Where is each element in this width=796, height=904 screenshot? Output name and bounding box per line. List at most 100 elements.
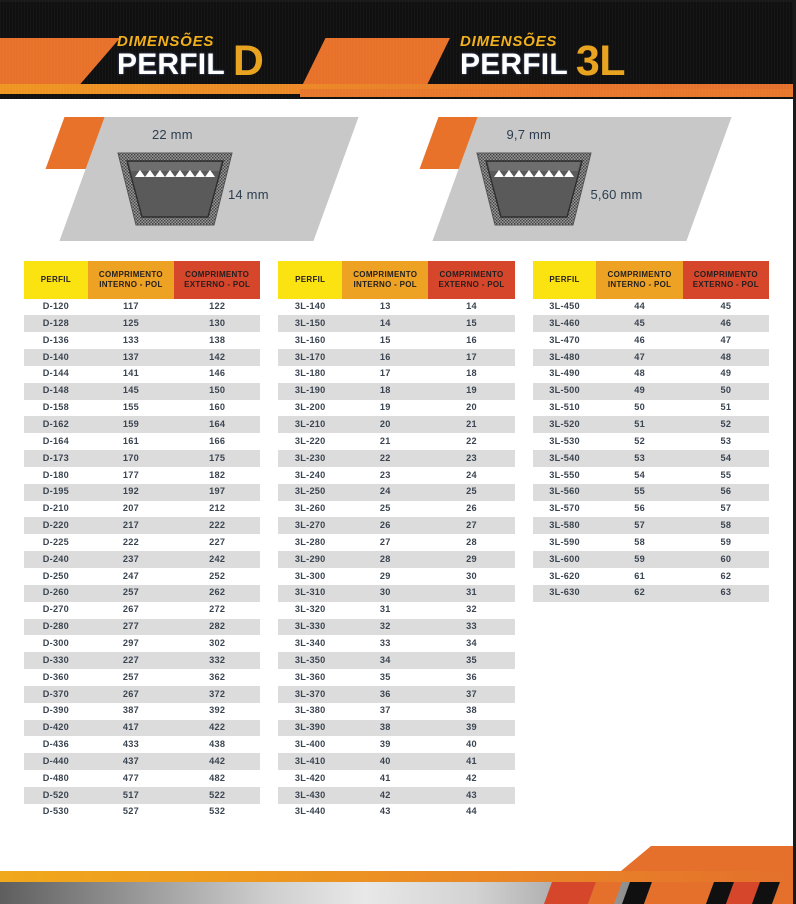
cell-comprimento-externo: 227 <box>209 536 226 547</box>
cell-comprimento-externo: 282 <box>209 621 226 632</box>
cell-comprimento-externo: 332 <box>209 654 226 665</box>
cell-comprimento-interno: 222 <box>122 536 139 547</box>
cell-comprimento-interno: 36 <box>379 688 391 699</box>
cell-comprimento-externo: 422 <box>209 722 226 733</box>
cell-comprimento-externo: 212 <box>209 503 226 514</box>
cell-comprimento-interno: 527 <box>122 806 139 817</box>
cell-comprimento-interno: 433 <box>122 739 139 750</box>
table-row: D-195 192 197 <box>24 483 261 501</box>
col-header-perfil-text: PERFIL <box>549 274 580 284</box>
cell-comprimento-interno: 45 <box>634 317 645 328</box>
table-row: 3L-250 24 25 <box>278 483 515 501</box>
cell-comprimento-externo: 130 <box>209 317 226 328</box>
table-row: 3L-300 29 30 <box>278 568 515 585</box>
cell-perfil: 3L-140 <box>294 301 326 312</box>
cell-perfil: 3L-560 <box>549 486 580 497</box>
table-row: 3L-230 22 23 <box>278 450 515 467</box>
table-d-head: PERFIL COMPRIMENTO INTERNO - POL COMPRIM… <box>24 261 261 299</box>
table-row: 3L-160 15 16 <box>278 332 515 350</box>
cell-comprimento-externo: 19 <box>466 385 477 396</box>
table-d: PERFIL COMPRIMENTO INTERNO - POL COMPRIM… <box>24 261 261 821</box>
table-row: 3L-630 62 63 <box>532 584 769 602</box>
col-header-externo-line2: EXTERNO - POL <box>438 279 505 289</box>
col-header-externo-line2: EXTERNO - POL <box>184 279 251 289</box>
cell-comprimento-externo: 63 <box>720 587 732 598</box>
cell-comprimento-interno: 46 <box>634 334 645 345</box>
table-row: D-128 125 130 <box>24 315 261 333</box>
col-header-externo: COMPRIMENTO EXTERNO - POL <box>428 261 515 299</box>
cell-comprimento-externo: 24 <box>466 469 477 480</box>
col-header-externo-line1: COMPRIMENTO <box>693 270 758 279</box>
cell-perfil: D-520 <box>42 789 70 800</box>
cell-comprimento-externo: 55 <box>720 469 732 480</box>
cell-comprimento-interno: 44 <box>634 301 645 312</box>
table-row: D-164 161 166 <box>24 433 261 451</box>
table-column-3l-b: PERFIL COMPRIMENTO INTERNO - POL COMPRIM… <box>532 261 769 602</box>
cell-perfil: 3L-470 <box>549 334 580 345</box>
page-footer <box>0 846 793 904</box>
col-header-interno-line1: COMPRIMENTO <box>353 270 418 279</box>
cell-comprimento-externo: 49 <box>720 368 732 379</box>
cell-comprimento-externo: 32 <box>466 604 477 615</box>
table-row: D-140 137 142 <box>24 349 261 366</box>
table-row: 3L-190 18 19 <box>278 382 515 400</box>
cell-comprimento-interno: 34 <box>379 654 391 665</box>
cell-comprimento-externo: 242 <box>209 553 226 564</box>
cell-comprimento-interno: 52 <box>634 435 645 446</box>
page-header: DIMENSÕES PERFIL D DIMENSÕES PERFIL 3L <box>0 2 793 99</box>
cell-comprimento-externo: 45 <box>720 301 732 312</box>
table-row: 3L-490 48 49 <box>532 365 769 383</box>
table-row: D-240 237 242 <box>24 551 261 568</box>
cell-perfil: 3L-220 <box>294 435 326 446</box>
table-row: D-120 117 122 <box>24 298 261 316</box>
col-header-perfil: PERFIL <box>24 261 88 299</box>
cell-perfil: D-180 <box>42 469 70 480</box>
cell-comprimento-interno: 19 <box>379 402 391 413</box>
cell-comprimento-externo: 14 <box>466 301 477 312</box>
cell-comprimento-externo: 29 <box>466 553 477 564</box>
cell-comprimento-externo: 146 <box>209 368 226 379</box>
cell-perfil: 3L-200 <box>294 402 326 413</box>
table-row: 3L-440 43 44 <box>278 803 515 821</box>
cell-perfil: D-440 <box>42 755 70 766</box>
cell-comprimento-externo: 50 <box>720 385 732 396</box>
cell-comprimento-externo: 26 <box>466 503 477 514</box>
table-row: D-162 159 164 <box>24 416 261 434</box>
table-row: 3L-330 32 33 <box>278 618 515 636</box>
cell-perfil: 3L-420 <box>294 772 326 783</box>
cell-comprimento-interno: 125 <box>122 317 139 328</box>
cell-comprimento-externo: 166 <box>209 435 226 446</box>
cell-perfil: D-120 <box>42 301 70 312</box>
cell-comprimento-interno: 277 <box>122 621 139 632</box>
cell-perfil: D-162 <box>42 419 70 429</box>
cell-comprimento-interno: 161 <box>122 435 139 446</box>
cell-comprimento-externo: 16 <box>466 334 477 345</box>
table-row: 3L-260 25 26 <box>278 500 515 518</box>
cell-comprimento-interno: 217 <box>122 520 139 531</box>
table-row: 3L-280 27 28 <box>278 534 515 552</box>
cell-perfil: 3L-440 <box>294 806 326 817</box>
cell-perfil: 3L-520 <box>549 419 580 429</box>
belt-diagram-3l: 9,7 mm 5,60 mm <box>397 99 794 247</box>
col-header-interno-line2: INTERNO - POL <box>353 279 417 289</box>
cell-comprimento-interno: 257 <box>122 587 139 598</box>
table-row: 3L-140 13 14 <box>278 298 515 316</box>
cell-comprimento-interno: 31 <box>379 604 391 615</box>
cell-comprimento-interno: 417 <box>122 722 139 733</box>
cell-comprimento-externo: 30 <box>466 570 477 581</box>
table-row: 3L-420 41 42 <box>278 770 515 787</box>
cell-perfil: 3L-230 <box>294 452 326 463</box>
cell-perfil: 3L-320 <box>294 604 326 615</box>
cell-comprimento-externo: 53 <box>720 435 732 446</box>
table-row: 3L-530 52 53 <box>532 433 769 451</box>
cell-comprimento-interno: 33 <box>379 637 391 648</box>
table-row: 3L-380 37 38 <box>278 702 515 720</box>
table-row: D-210 207 212 <box>24 500 261 518</box>
cell-comprimento-externo: 122 <box>209 301 226 312</box>
table-row: 3L-350 34 35 <box>278 652 515 670</box>
cell-comprimento-externo: 482 <box>209 772 226 783</box>
cell-comprimento-interno: 37 <box>379 705 391 716</box>
cell-perfil: D-530 <box>42 806 70 817</box>
cell-perfil: D-140 <box>42 351 70 362</box>
cell-comprimento-interno: 47 <box>634 351 645 362</box>
